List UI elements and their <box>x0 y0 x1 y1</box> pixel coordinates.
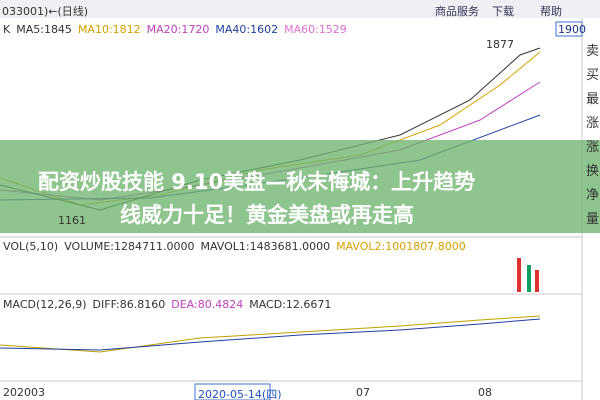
panel-label: K <box>3 23 11 36</box>
date-box <box>194 383 271 400</box>
x-label: 2020-05-14(四) <box>198 388 282 400</box>
ma-item: MA40:1602 <box>215 23 279 36</box>
side-item[interactable]: 净 <box>586 188 600 203</box>
menu-item[interactable]: 商品服务 <box>435 5 479 18</box>
side-item[interactable]: 涨 <box>586 116 600 131</box>
volume-item: MAVOL1:1483681.0000 <box>200 240 331 253</box>
volume-bar <box>527 265 531 292</box>
volume-bar <box>535 270 539 292</box>
x-label: 07 <box>356 386 370 399</box>
volume-legend: VOL(5,10) VOLUME:1284711.0000 MAVOL1:14836… <box>3 240 466 253</box>
macd-legend: MACD(12,26,9) DIFF:86.8160 DEA:80.4824 MACD… <box>3 298 331 311</box>
side-item[interactable]: 最 <box>586 92 600 107</box>
x-label: 08 <box>478 386 492 399</box>
ma-item: MA5:1845 <box>16 23 72 36</box>
ma-item: MA60:1529 <box>284 23 347 36</box>
macd-item: MACD:12.6671 <box>249 298 332 311</box>
price-box-text: 1900 <box>558 23 586 36</box>
top-bar <box>0 0 600 18</box>
banner-line: 配资炒股技能 9.10美盘—秋末悔城：上升趋势 <box>38 170 476 194</box>
banner-bg <box>0 140 600 233</box>
panel-label: MACD(12,26,9) <box>3 298 87 311</box>
ma-item: MA10:1812 <box>77 23 141 36</box>
high-label: 1877 <box>486 38 514 51</box>
side-panel: 卖买最涨涨换净量 <box>586 40 599 232</box>
volume-item: MAVOL2:1001807.8000 <box>336 240 466 253</box>
macd-line <box>0 318 541 351</box>
x-label: 202003 <box>3 386 45 399</box>
macd-item: DIFF:86.8160 <box>92 298 166 311</box>
volume-bar <box>517 258 521 292</box>
volume-item: VOLUME:1284711.0000 <box>64 240 195 253</box>
side-item[interactable]: 卖 <box>586 44 600 59</box>
price-box <box>555 21 583 37</box>
macd-line <box>0 315 541 353</box>
menu-item[interactable]: 下载 <box>492 5 514 18</box>
panel-label: VOL(5,10) <box>3 240 59 253</box>
code: 033001)←(日线) <box>2 5 89 18</box>
banner-line: 线威力十足！黄金美盘或再走高 <box>120 203 414 227</box>
side-item[interactable]: 量 <box>586 212 600 227</box>
side-item[interactable]: 买 <box>586 68 600 83</box>
side-item[interactable]: 涨 <box>586 140 600 155</box>
ma-item: MA20:1720 <box>146 23 210 36</box>
menu-item[interactable]: 帮助 <box>540 5 562 18</box>
ma-legend: K MA5:1845 MA10:1812 MA20:1720 MA40:1602 MA60… <box>3 23 347 36</box>
low-label: 1161 <box>58 214 86 227</box>
macd-item: DEA:80.4824 <box>171 298 244 311</box>
side-item[interactable]: 换 <box>586 164 600 179</box>
